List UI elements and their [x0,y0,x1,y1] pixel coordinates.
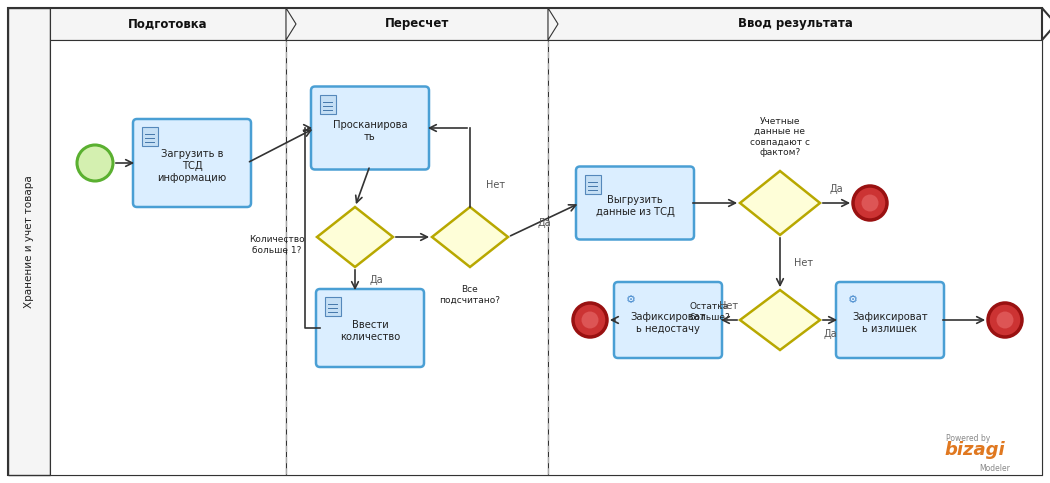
Text: Зафиксироват
ь излишек: Зафиксироват ь излишек [853,312,928,334]
Polygon shape [317,207,393,267]
Text: Да: Да [830,184,843,194]
FancyBboxPatch shape [836,282,944,358]
Bar [50,8,286,40]
Circle shape [853,186,887,220]
FancyBboxPatch shape [614,282,722,358]
Text: ⚙: ⚙ [626,295,636,305]
FancyBboxPatch shape [585,174,601,194]
FancyBboxPatch shape [320,95,336,114]
FancyBboxPatch shape [142,127,157,146]
Text: Да: Да [823,329,837,339]
FancyBboxPatch shape [576,167,694,240]
Polygon shape [1042,8,1050,40]
Polygon shape [740,290,820,350]
Text: Modeler: Modeler [979,464,1010,473]
Circle shape [77,145,113,181]
Circle shape [861,195,879,212]
Circle shape [573,303,607,337]
Text: Выгрузить
данные из ТСД: Выгрузить данные из ТСД [595,195,674,217]
Text: Просканирова
ть: Просканирова ть [333,120,407,142]
Text: Все
подсчитано?: Все подсчитано? [440,285,501,304]
Text: Да: Да [369,275,382,285]
Text: Да: Да [538,218,551,228]
Text: Хранение и учет товара: Хранение и учет товара [24,175,34,308]
Polygon shape [432,207,508,267]
Polygon shape [286,8,296,40]
Bar [548,40,1042,475]
Bar [8,8,50,475]
FancyBboxPatch shape [311,86,429,170]
Text: Количество
больше 1?: Количество больше 1? [250,235,304,255]
Text: Учетные
данные не
совпадают с
фактом?: Учетные данные не совпадают с фактом? [750,117,810,157]
Text: Загрузить в
ТСД
информацию: Загрузить в ТСД информацию [158,149,227,183]
Text: Ввести
количество: Ввести количество [340,320,400,342]
Text: Нет: Нет [719,301,738,311]
Polygon shape [740,171,820,235]
FancyBboxPatch shape [133,119,251,207]
FancyBboxPatch shape [326,297,341,316]
Text: Powered by: Powered by [946,434,990,443]
Text: Нет: Нет [794,257,813,268]
Polygon shape [548,8,558,40]
Circle shape [996,312,1013,328]
Bar [286,40,548,475]
Circle shape [582,312,598,328]
Text: Пересчет: Пересчет [384,17,449,30]
Text: Остатка
больше?: Остатка больше? [689,302,730,322]
Text: bizagi: bizagi [944,441,1005,459]
FancyBboxPatch shape [316,289,424,367]
Circle shape [988,303,1022,337]
Text: Ввод результата: Ввод результата [737,17,853,30]
Text: Нет: Нет [486,180,505,190]
Bar [50,40,286,475]
Bar [286,8,548,40]
Text: Зафиксироват
ь недостачу: Зафиксироват ь недостачу [630,312,706,334]
Bar [548,8,1042,40]
Text: ⚙: ⚙ [848,295,858,305]
Text: Подготовка: Подготовка [128,17,208,30]
